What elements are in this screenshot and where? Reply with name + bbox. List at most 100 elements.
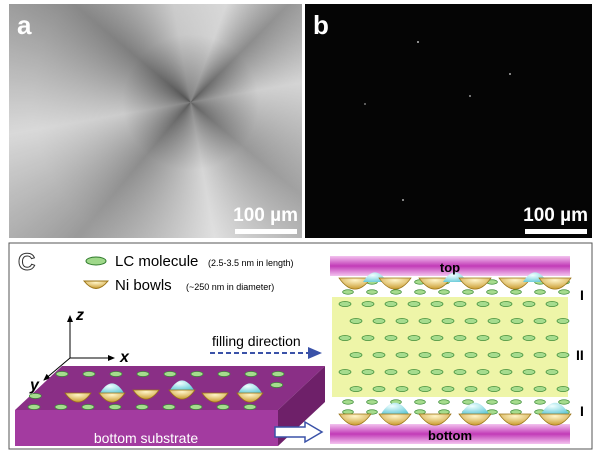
plate-label: top (440, 260, 460, 275)
lc-molecule (557, 319, 569, 324)
lc-molecule (535, 400, 546, 405)
lc-molecule (488, 387, 500, 392)
lc-molecule (465, 353, 477, 358)
lc-molecule (29, 394, 41, 399)
scale-text: 100 µm (233, 205, 298, 226)
lc-molecule (362, 336, 374, 341)
arrow-label: filling direction (212, 333, 301, 349)
lc-molecule (244, 405, 256, 410)
lc-molecule (419, 353, 431, 358)
ni-bowl (499, 414, 531, 425)
lc-molecule (362, 302, 374, 307)
micrograph-a: a 100 µm (9, 4, 302, 238)
lc-molecule (454, 370, 466, 375)
micrograph-b: b 100 µm (305, 4, 592, 238)
ni-bowl (459, 278, 491, 289)
panel-label: C (18, 249, 35, 276)
lc-molecule (217, 405, 229, 410)
scale-line (525, 229, 587, 234)
region-label: I (580, 403, 584, 419)
lc-molecule (511, 353, 523, 358)
lc-molecule (163, 405, 175, 410)
lc-molecule (367, 410, 378, 415)
lc-molecule (373, 319, 385, 324)
lc-molecule (110, 372, 122, 377)
lc-molecule (385, 336, 397, 341)
dome (381, 403, 409, 414)
lc-molecule (523, 336, 535, 341)
lc-molecule (83, 372, 95, 377)
lc-molecule (477, 370, 489, 375)
lc-molecule (343, 410, 354, 415)
region-label: I (580, 287, 584, 303)
lc-molecule (350, 353, 362, 358)
lc-molecule (454, 302, 466, 307)
lc-molecule (109, 405, 121, 410)
lc-molecule (373, 387, 385, 392)
lc-molecule (511, 319, 523, 324)
lc-molecule (408, 336, 420, 341)
lc-molecule (339, 302, 351, 307)
lc-molecule (463, 290, 474, 295)
ni-bowl (539, 414, 571, 425)
lc-molecule (488, 319, 500, 324)
lc-molecule (511, 410, 522, 415)
lc-molecule (415, 410, 426, 415)
region-ii (332, 297, 568, 397)
ni-bowl (539, 278, 571, 289)
lc-molecule (439, 410, 450, 415)
lc-molecule (339, 336, 351, 341)
lc-molecule (343, 290, 354, 295)
lc-molecule (271, 383, 283, 388)
legend-note: (~250 nm in diameter) (186, 282, 274, 292)
legend-lc (86, 257, 106, 265)
specks (305, 4, 592, 238)
lc-molecule (511, 400, 522, 405)
scale-line (235, 229, 297, 234)
lc-molecule (534, 387, 546, 392)
ni-bowl (339, 414, 371, 425)
lc-molecule (559, 290, 570, 295)
axis-label: x (119, 349, 130, 366)
scale-text: 100 µm (523, 205, 588, 226)
speck (364, 103, 366, 105)
lc-molecule (534, 319, 546, 324)
legend-bowl (84, 281, 108, 289)
lc-molecule (396, 353, 408, 358)
lc-molecule (500, 302, 512, 307)
lc-molecule (408, 370, 420, 375)
diagram: C LC molecule (2.5-3.5 nm in length) Ni … (0, 238, 596, 451)
legend-note: (2.5-3.5 nm in length) (208, 258, 294, 268)
ni-bowl (379, 414, 411, 425)
lc-molecule (419, 387, 431, 392)
lc-molecule (442, 319, 454, 324)
lc-molecule (487, 400, 498, 405)
lc-molecule (523, 302, 535, 307)
lc-molecule (385, 302, 397, 307)
lc-molecule (439, 290, 450, 295)
ni-bowl (379, 278, 411, 289)
lc-molecule (488, 353, 500, 358)
lc-molecule (477, 336, 489, 341)
panel-label: a (17, 10, 31, 41)
lc-molecule (557, 353, 569, 358)
lc-molecule (56, 372, 68, 377)
lc-molecule (546, 370, 558, 375)
lc-molecule (454, 336, 466, 341)
legend-name: LC molecule (115, 253, 198, 270)
lc-molecule (511, 387, 523, 392)
legend-name: Ni bowls (115, 277, 172, 294)
lc-molecule (546, 336, 558, 341)
lc-molecule (511, 290, 522, 295)
lc-molecule (559, 400, 570, 405)
lc-molecule (396, 319, 408, 324)
lc-molecule (500, 336, 512, 341)
lc-molecule (442, 387, 454, 392)
lc-molecule (350, 387, 362, 392)
lc-molecule (367, 290, 378, 295)
lc-molecule (164, 372, 176, 377)
speck (402, 199, 404, 201)
panel-label: b (313, 10, 329, 41)
lc-molecule (191, 372, 203, 377)
lc-molecule (362, 370, 374, 375)
